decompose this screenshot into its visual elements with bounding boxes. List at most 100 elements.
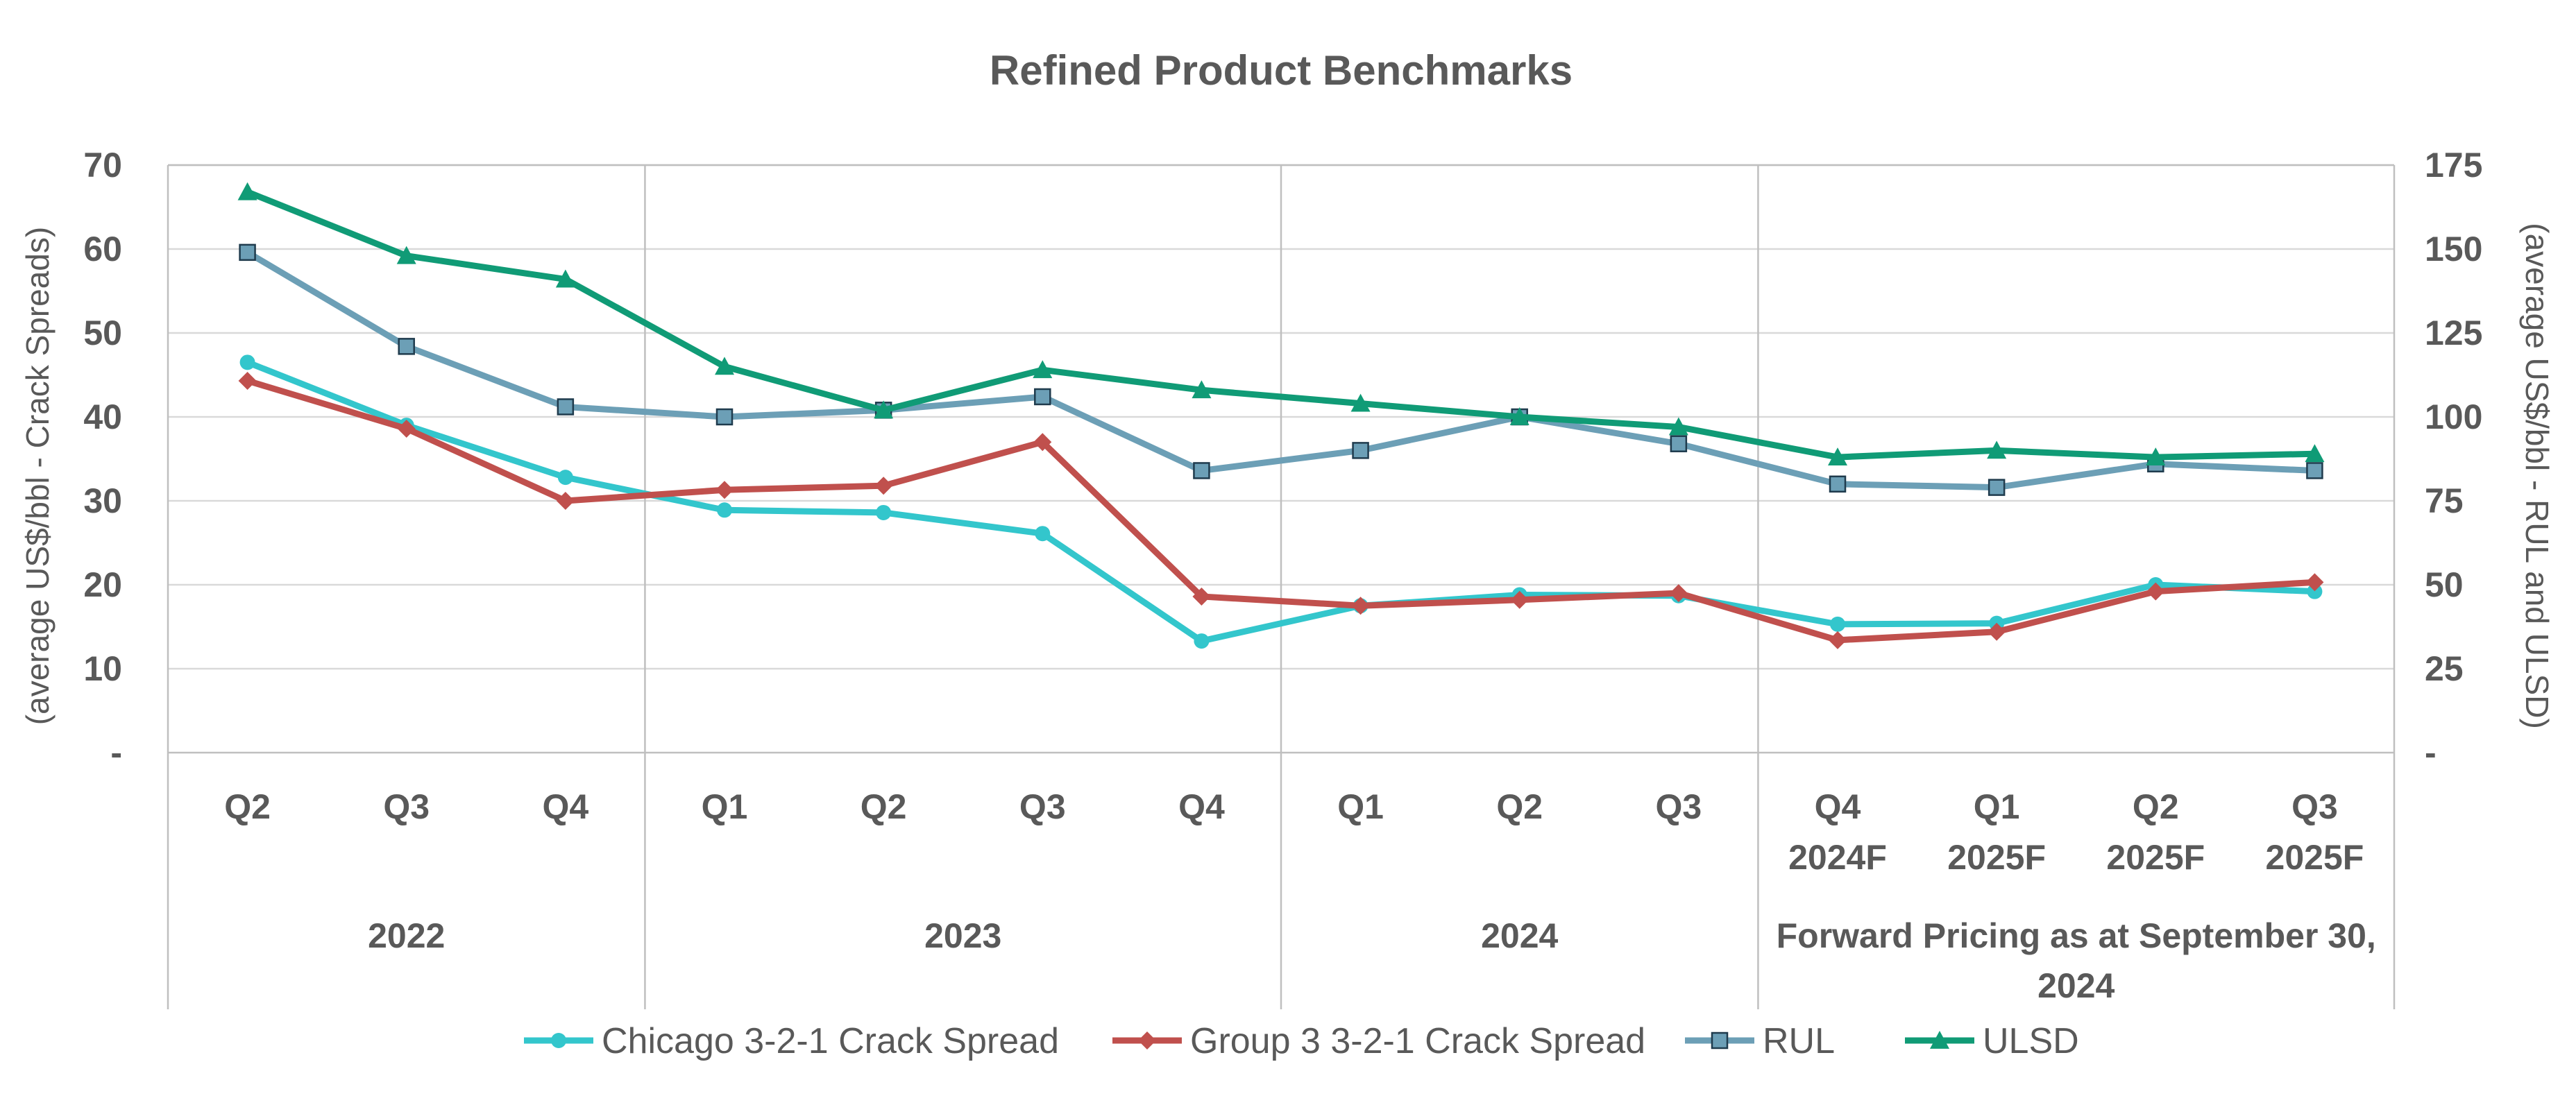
left-tick-label: 70	[83, 146, 122, 185]
data-point-ulsd	[1192, 380, 1212, 399]
x-axis-categories: Q2 Q3 Q4 Q1 Q2 Q3 Q4 Q1 Q2 Q3 Q4 2024F Q1 2025F Q2 2025…	[224, 787, 2364, 877]
data-point-group-3-3-2-1-crack-spread	[397, 419, 416, 438]
data-point-chicago-3-2-1-crack-spread	[1035, 526, 1051, 542]
category-sublabel: 2024F	[1788, 838, 1887, 877]
data-point-ulsd	[2146, 447, 2166, 465]
category-sublabel: 2025F	[2106, 838, 2205, 877]
plot-frame	[167, 164, 2396, 1009]
category-label: Q4	[1178, 787, 1225, 826]
data-point-group-3-3-2-1-crack-spread	[1988, 622, 2006, 641]
legend-item-group-3-3-2-1-crack-spread: Group 3 3-2-1 Crack Spread	[1112, 1021, 1645, 1061]
data-point-ulsd	[1668, 417, 1688, 436]
data-point-rul	[1352, 442, 1369, 459]
category-sublabel: 2025F	[2266, 838, 2364, 877]
data-point-chicago-3-2-1-crack-spread	[239, 354, 255, 370]
data-point-ulsd	[1987, 440, 2007, 459]
legend-label: Chicago 3-2-1 Crack Spread	[602, 1021, 1059, 1061]
data-point-rul	[1829, 475, 1847, 493]
category-label: Q1	[1974, 787, 2020, 826]
legend-item-ulsd: ULSD	[1905, 1021, 2079, 1061]
data-point-rul	[1034, 388, 1051, 406]
left-tick-label: 40	[83, 397, 122, 436]
right-tick-label: 125	[2425, 314, 2482, 352]
legend: Chicago 3-2-1 Crack Spread Group 3 3-2-1 …	[524, 1021, 2079, 1061]
left-tick-label: 30	[83, 481, 122, 520]
category-label: Q2	[1496, 787, 1543, 826]
data-point-rul	[2306, 462, 2323, 479]
data-point-ulsd	[2305, 444, 2325, 463]
legend-swatch-marker	[1930, 1031, 1949, 1049]
legend-item-rul: RUL	[1685, 1021, 1835, 1061]
data-point-chicago-3-2-1-crack-spread	[876, 504, 892, 520]
category-label: Q2	[2133, 787, 2179, 826]
data-point-rul	[1988, 479, 2006, 496]
data-point-group-3-3-2-1-crack-spread	[2146, 582, 2165, 601]
right-tick-label: 25	[2425, 649, 2464, 688]
data-point-group-3-3-2-1-crack-spread	[1669, 584, 1688, 603]
legend-label: Group 3 3-2-1 Crack Spread	[1190, 1021, 1645, 1061]
data-point-rul	[557, 398, 575, 416]
right-tick-label: 100	[2425, 397, 2482, 436]
legend-swatch-marker	[1711, 1031, 1729, 1050]
chart-title: Refined Product Benchmarks	[990, 47, 1573, 94]
category-label: Q4	[1815, 787, 1861, 826]
right-axis-ticks: - 25 50 75 100 125 150 175	[2425, 146, 2482, 772]
data-point-ulsd	[874, 400, 894, 419]
data-point-group-3-3-2-1-crack-spread	[2305, 573, 2324, 592]
right-axis-title: (average US$/bbl - RUL and ULSD)	[2519, 223, 2555, 729]
series-rul	[239, 243, 2323, 496]
left-tick-label: 20	[83, 565, 122, 604]
data-point-group-3-3-2-1-crack-spread	[556, 492, 575, 510]
group-label: Forward Pricing as at September 30,	[1777, 916, 2376, 955]
legend-swatch-marker	[1138, 1031, 1156, 1050]
category-label: Q2	[861, 787, 907, 826]
category-label: Q1	[702, 787, 748, 826]
legend-label: RUL	[1763, 1021, 1835, 1061]
category-label: Q3	[1019, 787, 1066, 826]
legend-item-chicago-3-2-1-crack-spread: Chicago 3-2-1 Crack Spread	[524, 1021, 1059, 1061]
data-point-ulsd	[555, 269, 575, 288]
data-point-group-3-3-2-1-crack-spread	[715, 481, 734, 499]
left-axis-title: (average US$/bbl - Crack Spreads)	[19, 227, 56, 725]
data-point-group-3-3-2-1-crack-spread	[1829, 631, 1847, 649]
right-tick-label: 50	[2425, 565, 2464, 604]
data-point-chicago-3-2-1-crack-spread	[557, 470, 573, 486]
right-tick-label: 175	[2425, 146, 2482, 185]
series-line-group-3-3-2-1-crack-spread	[244, 377, 2318, 644]
group-label: 2022	[368, 916, 445, 955]
data-point-ulsd	[1828, 447, 1847, 465]
data-point-group-3-3-2-1-crack-spread	[1192, 587, 1211, 606]
data-point-group-3-3-2-1-crack-spread	[1510, 590, 1529, 609]
category-label: Q1	[1337, 787, 1384, 826]
data-point-ulsd	[1509, 407, 1530, 425]
series-layer	[237, 182, 2325, 649]
data-point-rul	[715, 408, 734, 426]
category-label: Q4	[543, 787, 589, 826]
left-tick-label: 50	[83, 314, 122, 352]
category-label: Q3	[1656, 787, 1702, 826]
data-point-group-3-3-2-1-crack-spread	[874, 477, 893, 495]
data-point-chicago-3-2-1-crack-spread	[1194, 633, 1210, 649]
series-group-3-3-2-1-crack-spread	[238, 371, 2324, 649]
data-point-ulsd	[396, 246, 416, 264]
left-tick-label: 60	[83, 230, 122, 268]
series-line-ulsd	[244, 189, 2318, 461]
data-point-chicago-3-2-1-crack-spread	[1830, 616, 1845, 632]
series-ulsd	[237, 182, 2325, 465]
data-point-ulsd	[237, 182, 257, 200]
data-point-group-3-3-2-1-crack-spread	[1351, 597, 1370, 615]
group-label: 2023	[924, 916, 1001, 955]
right-tick-label: -	[2425, 733, 2437, 772]
data-point-ulsd	[1033, 360, 1053, 379]
data-point-group-3-3-2-1-crack-spread	[1033, 433, 1052, 452]
category-label: Q2	[224, 787, 271, 826]
data-point-rul	[398, 338, 415, 355]
data-point-chicago-3-2-1-crack-spread	[2307, 583, 2323, 599]
data-point-group-3-3-2-1-crack-spread	[238, 371, 257, 390]
group-label: 2024	[1481, 916, 1558, 955]
category-label: Q3	[2291, 787, 2338, 826]
data-point-ulsd	[715, 357, 734, 375]
data-point-ulsd	[1350, 393, 1371, 412]
